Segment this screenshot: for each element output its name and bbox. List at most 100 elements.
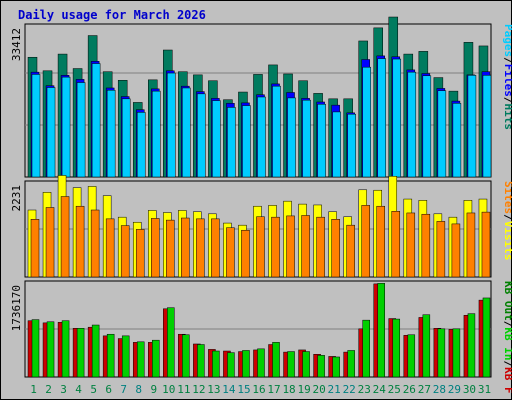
- bar-pages: [422, 75, 432, 178]
- bar-kbin: [227, 352, 235, 378]
- day-label: 13: [207, 383, 220, 396]
- day-label: 10: [162, 383, 175, 396]
- legend-item: KB F: [502, 367, 512, 394]
- bar-sites: [151, 218, 160, 278]
- day-label: 1: [30, 383, 37, 396]
- legend-item: KB In: [502, 327, 512, 360]
- bar-pages: [362, 66, 371, 178]
- bar-pages: [317, 103, 326, 178]
- bar-kbin: [212, 350, 220, 378]
- day-label: 28: [433, 383, 446, 396]
- bar-sites: [316, 216, 325, 278]
- bar-kbin: [347, 350, 355, 378]
- bar-pages: [227, 107, 236, 178]
- bar-kbin: [46, 321, 55, 378]
- bar-sites: [271, 216, 280, 278]
- bar-sites: [60, 196, 70, 278]
- bar-pages: [392, 58, 402, 178]
- day-label: 24: [373, 383, 387, 396]
- bar-kbin: [257, 348, 265, 378]
- day-label: 19: [297, 383, 310, 396]
- bar-pages: [136, 112, 146, 178]
- bar-pages: [46, 87, 56, 178]
- day-label: 6: [105, 383, 112, 396]
- bar-kbin: [197, 344, 205, 378]
- bar-kbin: [287, 351, 295, 378]
- bar-pages: [152, 90, 161, 178]
- bar-kbin: [452, 328, 461, 378]
- bar-pages: [287, 97, 296, 178]
- bar-pages: [106, 89, 116, 178]
- bar-kbin: [482, 297, 491, 378]
- max-label-bottom: 1736170: [10, 285, 23, 331]
- bar-kbin: [392, 318, 401, 378]
- day-label: 30: [463, 383, 476, 396]
- bar-pages: [257, 96, 266, 178]
- bar-kbin: [152, 339, 160, 378]
- bar-pages: [467, 75, 477, 178]
- bar-sites: [75, 205, 85, 278]
- legend-separator: /: [502, 214, 512, 221]
- bar-pages: [377, 58, 386, 178]
- bar-sites: [436, 221, 446, 278]
- bar-sites: [166, 219, 175, 278]
- bar-pages: [437, 90, 447, 178]
- legend-top: Pages/Files/Hits: [502, 24, 512, 130]
- day-label: 29: [448, 383, 461, 396]
- bar-kbin: [377, 283, 385, 378]
- bar-pages: [121, 98, 131, 178]
- legend-item: KB Out: [502, 281, 512, 321]
- bar-kbin: [167, 307, 175, 378]
- bar-pages: [76, 82, 86, 178]
- bar-sites: [211, 218, 220, 278]
- bar-sites: [120, 225, 130, 278]
- bar-sites: [181, 217, 190, 278]
- bar-kbin: [362, 319, 370, 378]
- day-label: 12: [192, 383, 205, 396]
- day-label: 2: [45, 383, 52, 396]
- bar-pages: [332, 111, 341, 178]
- bar-sites: [376, 205, 385, 278]
- day-label: 5: [90, 383, 97, 396]
- bar-sites: [45, 207, 55, 278]
- bar-sites: [30, 219, 40, 278]
- bar-kbin: [121, 335, 130, 378]
- legend-item: Sites: [502, 181, 512, 214]
- day-label: 3: [60, 383, 67, 396]
- bar-kbin: [106, 333, 115, 378]
- legend-separator: /: [502, 57, 512, 64]
- legend-item: Hits: [502, 104, 512, 131]
- day-label: 23: [358, 383, 371, 396]
- legend-middle: Sites/Visits: [502, 181, 512, 261]
- bar-pages: [61, 76, 71, 178]
- bar-pages: [407, 71, 417, 178]
- day-label: 4: [75, 383, 82, 396]
- bar-sites: [406, 212, 416, 278]
- day-label: 18: [282, 383, 295, 396]
- chart-title: Daily usage for March 2026: [18, 8, 206, 22]
- bar-kbin: [76, 328, 85, 378]
- bar-kbin: [407, 334, 416, 378]
- bar-sites: [481, 211, 491, 278]
- bar-kbin: [182, 334, 190, 378]
- legend-separator: /: [502, 321, 512, 328]
- bar-kbin: [242, 350, 250, 378]
- day-label: 8: [135, 383, 142, 396]
- day-label: 17: [267, 383, 280, 396]
- bar-pages: [91, 63, 101, 178]
- bar-pages: [31, 74, 41, 178]
- bar-kbin: [317, 355, 325, 378]
- bar-kbin: [302, 351, 310, 378]
- day-label: 21: [328, 383, 341, 396]
- day-label: 14: [222, 383, 236, 396]
- bar-sites: [301, 215, 310, 278]
- bar-sites: [391, 211, 401, 278]
- day-label: 15: [237, 383, 250, 396]
- bar-sites: [361, 205, 370, 278]
- max-label-middle: 2231: [10, 185, 23, 212]
- day-label: 11: [177, 383, 190, 396]
- day-label: 25: [388, 383, 401, 396]
- bar-sites: [135, 229, 145, 278]
- bar-pages: [242, 105, 251, 178]
